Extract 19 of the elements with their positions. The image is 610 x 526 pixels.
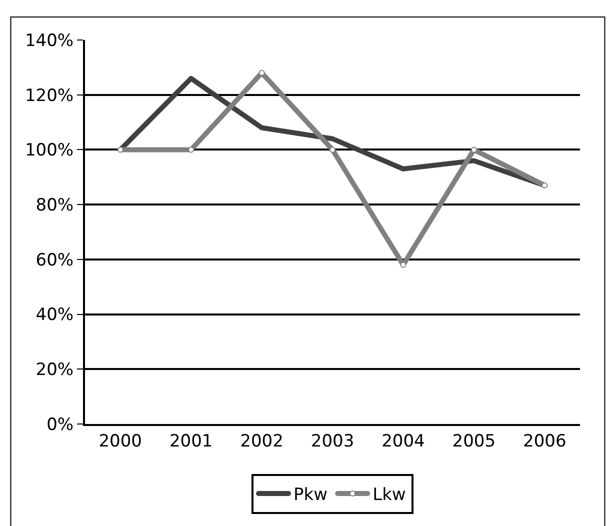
- y-tick-label: 0%: [46, 414, 74, 435]
- point: [542, 182, 548, 188]
- legend-label: Lkw: [372, 485, 406, 506]
- y-tick-label: 60%: [36, 250, 74, 270]
- legend-label: Pkw: [294, 485, 328, 506]
- y-tick-label: 40%: [36, 305, 74, 326]
- y-tick-label: 80%: [36, 196, 74, 216]
- y-tick-label: 120%: [24, 86, 74, 106]
- x-tick-label: 2004: [382, 431, 425, 452]
- x-tick-label: 2002: [240, 431, 284, 452]
- x-tick-label: 2003: [310, 431, 354, 452]
- x-tick-label: 2006: [523, 431, 566, 452]
- y-tick-label: 20%: [36, 360, 74, 380]
- x-tick-label: 2001: [169, 431, 213, 452]
- y-tick-label: 140%: [24, 30, 74, 51]
- x-tick-label: 2005: [452, 431, 496, 452]
- y-tick-label: 100%: [24, 140, 74, 161]
- point: [330, 146, 336, 153]
- x-tick-label: 2000: [98, 431, 142, 452]
